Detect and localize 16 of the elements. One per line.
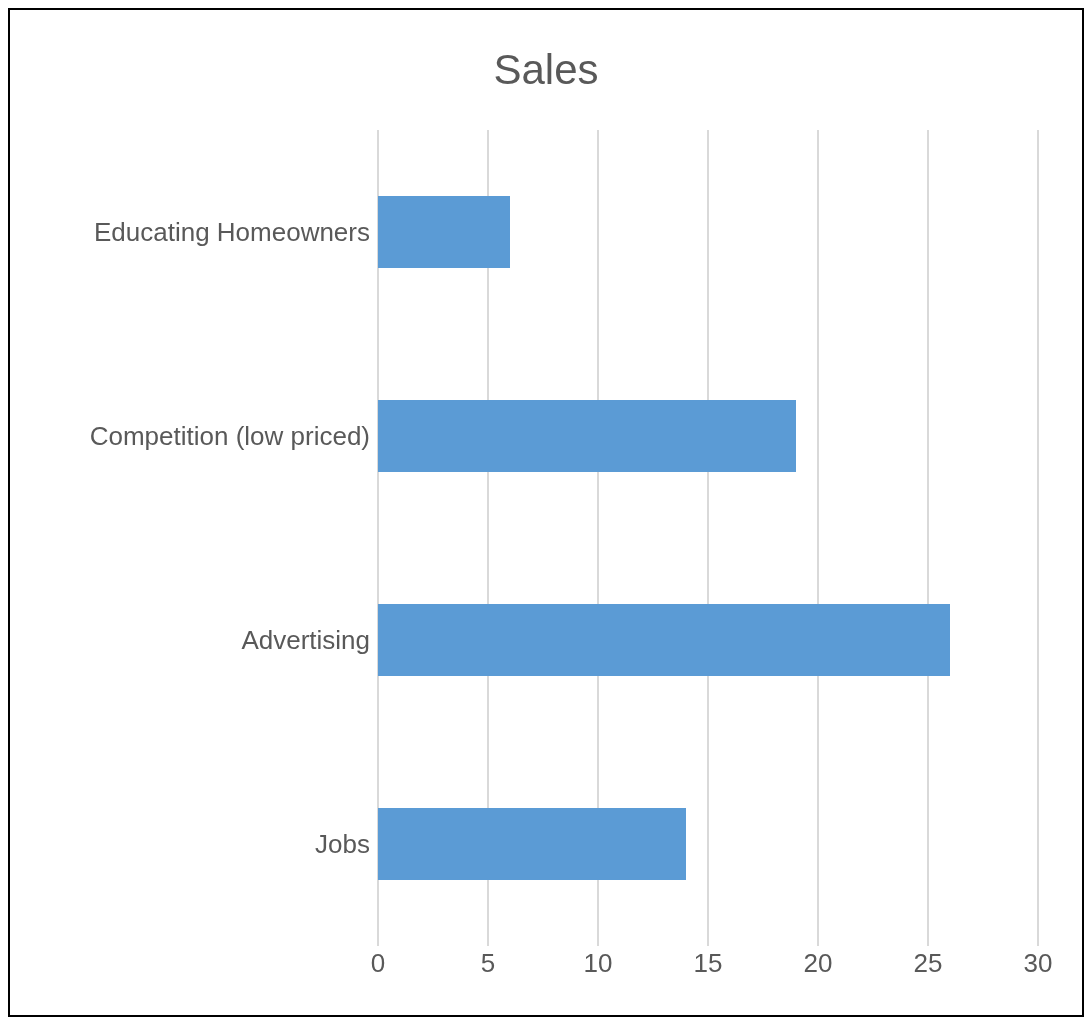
x-tick-label: 20 bbox=[803, 948, 833, 979]
bar bbox=[378, 604, 950, 676]
x-tick-label: 0 bbox=[370, 948, 386, 979]
x-tick-label: 15 bbox=[693, 948, 723, 979]
y-tick-label: Advertising bbox=[241, 625, 370, 656]
bar bbox=[378, 808, 686, 880]
bar bbox=[378, 196, 510, 268]
y-tick-label: Competition (low priced) bbox=[89, 421, 370, 452]
y-tick-label: Jobs bbox=[315, 829, 370, 860]
x-tick-label: 30 bbox=[1023, 948, 1053, 979]
bar bbox=[378, 400, 796, 472]
y-tick-label: Educating Homeowners bbox=[93, 217, 370, 248]
x-tick-label: 5 bbox=[480, 948, 496, 979]
x-tick-label: 25 bbox=[913, 948, 943, 979]
x-tick-label: 10 bbox=[583, 948, 613, 979]
chart-title: Sales bbox=[492, 45, 600, 95]
